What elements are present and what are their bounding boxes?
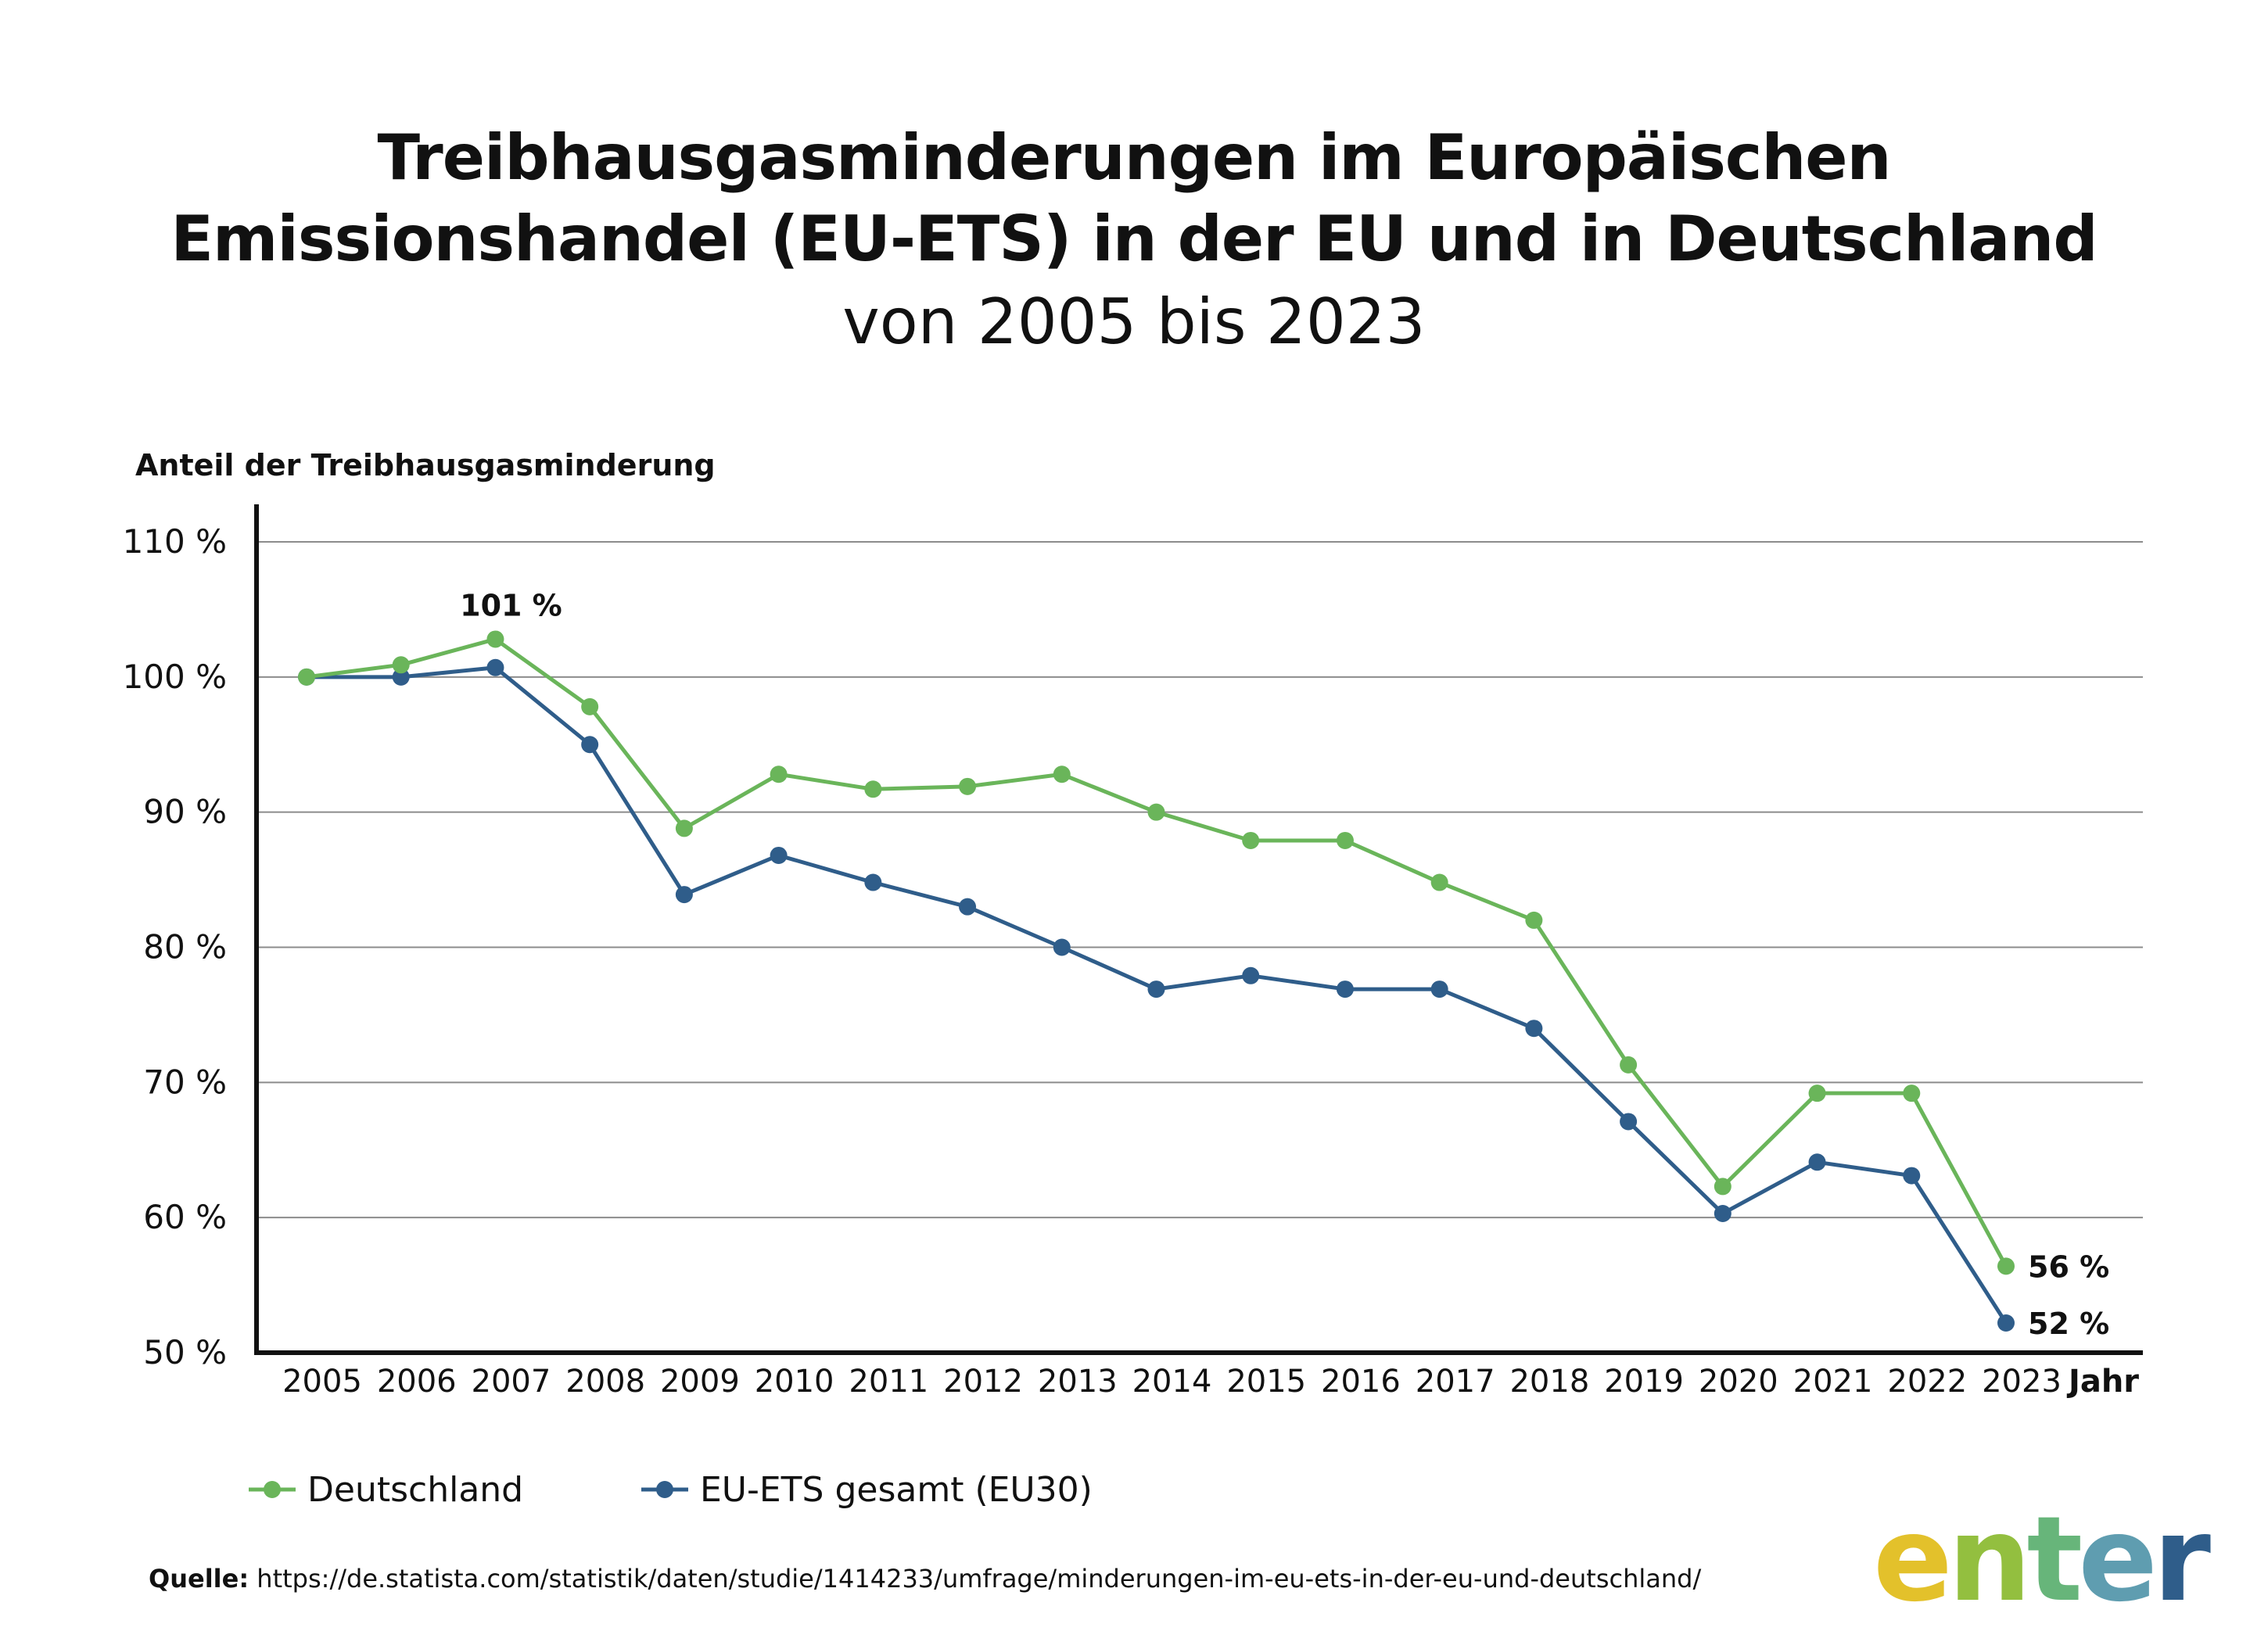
data-point-deutschland-2015 <box>1242 831 1260 849</box>
data-point-deutschland-2013 <box>1053 765 1071 783</box>
gridlines <box>257 541 2143 1219</box>
data-point-eu-ets-2017 <box>1430 981 1448 998</box>
legend-label-eu-ets: EU-ETS gesamt (EU30) <box>700 1470 1093 1510</box>
series <box>298 630 2015 1332</box>
data-point-eu-ets-2020 <box>1714 1204 1732 1222</box>
data-point-deutschland-2023 <box>1997 1257 2015 1275</box>
data-point-eu-ets-2022 <box>1903 1167 1921 1185</box>
data-point-deutschland-2018 <box>1525 911 1543 929</box>
data-point-deutschland-2021 <box>1808 1085 1826 1102</box>
legend-label-deutschland: Deutschland <box>307 1470 523 1510</box>
data-point-eu-ets-2012 <box>959 898 977 916</box>
legend: Deutschland EU-ETS gesamt (EU30) <box>249 1470 1093 1510</box>
x-tick-label-2021: 2021 <box>1793 1364 1873 1400</box>
logo-letter-r: r <box>2152 1492 2211 1628</box>
source-label: Quelle: <box>149 1564 249 1594</box>
data-point-eu-ets-2008 <box>581 736 599 754</box>
x-tick-label-2018: 2018 <box>1509 1364 1589 1400</box>
x-tick-label-2016: 2016 <box>1321 1364 1401 1400</box>
x-tick-label-2005: 2005 <box>282 1364 362 1400</box>
data-point-eu-ets-2010 <box>770 846 788 864</box>
chart-subtitle: von 2005 bis 2023 <box>842 285 1426 358</box>
x-tick-label-2013: 2013 <box>1038 1364 1118 1400</box>
enter-logo: enter <box>1873 1492 2211 1628</box>
legend-marker-eu-ets <box>656 1481 673 1498</box>
x-tick-label-2010: 2010 <box>755 1364 834 1400</box>
y-axis-title: Anteil der Treibhausgasminderung <box>135 448 716 482</box>
y-tick-label-50: 50 % <box>143 1333 227 1371</box>
data-point-deutschland-2012 <box>959 777 977 795</box>
data-point-eu-ets-2018 <box>1525 1020 1543 1038</box>
data-point-deutschland-2009 <box>675 819 693 837</box>
series-line-deutschland <box>306 636 2008 1267</box>
data-point-eu-ets-2016 <box>1336 981 1354 998</box>
x-tick-label-2020: 2020 <box>1699 1364 1778 1400</box>
data-point-eu-ets-2013 <box>1053 938 1071 956</box>
data-point-deutschland-2014 <box>1147 803 1165 821</box>
data-point-deutschland-2022 <box>1903 1085 1921 1102</box>
x-tick-label-2012: 2012 <box>943 1364 1023 1400</box>
chart-title-block: Treibhausgasminderungen im Europäischen … <box>0 117 2268 364</box>
x-tick-label-2007: 2007 <box>472 1364 551 1400</box>
x-tick-label-2019: 2019 <box>1604 1364 1684 1400</box>
data-point-eu-ets-2014 <box>1147 981 1165 998</box>
x-axis-title: Jahr <box>2066 1364 2139 1400</box>
y-tick-label-60: 60 % <box>143 1198 227 1236</box>
data-point-deutschland-2008 <box>581 697 599 715</box>
x-tick-label-2015: 2015 <box>1226 1364 1306 1400</box>
data-point-eu-ets-2015 <box>1242 966 1260 984</box>
data-point-deutschland-2020 <box>1714 1178 1732 1196</box>
data-point-eu-ets-2023 <box>1997 1314 2015 1332</box>
series-deutschland <box>298 630 2015 1275</box>
x-tick-label-2009: 2009 <box>660 1364 740 1400</box>
y-tick-label-90: 90 % <box>143 793 227 831</box>
data-label-0: 101 % <box>460 588 562 622</box>
logo-letter-e2: e <box>2078 1492 2158 1628</box>
axes: Anteil der Treibhausgasminderung Jahr 50… <box>123 448 2143 1400</box>
data-label-1: 56 % <box>2028 1249 2109 1284</box>
data-point-deutschland-2006 <box>392 656 410 674</box>
y-tick-label-70: 70 % <box>143 1063 227 1101</box>
data-label-2: 52 % <box>2028 1307 2109 1341</box>
chart-title-line-1: Treibhausgasminderungen im Europäischen <box>377 121 1891 194</box>
series-eu-ets <box>298 658 2015 1332</box>
logo-letter-t: t <box>2026 1492 2083 1628</box>
x-tick-label-2014: 2014 <box>1132 1364 1212 1400</box>
x-tick-label-2017: 2017 <box>1416 1364 1495 1400</box>
chart-title-line-2: Emissionshandel (EU-ETS) in der EU und i… <box>170 203 2098 275</box>
x-tick-label-2006: 2006 <box>377 1364 457 1400</box>
annotations: 101 % 56 % 52 % <box>460 588 2109 1341</box>
y-tick-label-100: 100 % <box>123 658 227 696</box>
y-tick-label-110: 110 % <box>123 522 227 561</box>
data-point-deutschland-2017 <box>1430 873 1448 891</box>
x-tick-label-2022: 2022 <box>1887 1364 1967 1400</box>
x-tick-label-2023: 2023 <box>1982 1364 2062 1400</box>
data-point-deutschland-2007 <box>486 630 504 648</box>
data-point-deutschland-2005 <box>298 668 315 686</box>
data-point-eu-ets-2007 <box>486 658 504 676</box>
x-tick-label-2011: 2011 <box>849 1364 928 1400</box>
data-point-eu-ets-2011 <box>864 873 882 891</box>
legend-item-deutschland: Deutschland <box>249 1470 523 1510</box>
data-point-deutschland-2016 <box>1336 831 1354 849</box>
logo-letter-e1: e <box>1873 1492 1953 1628</box>
data-point-eu-ets-2019 <box>1620 1113 1638 1131</box>
data-point-eu-ets-2021 <box>1808 1153 1826 1171</box>
source-link[interactable]: https://de.statista.com/statistik/daten/… <box>257 1564 1702 1594</box>
legend-marker-deutschland <box>264 1481 281 1498</box>
data-point-eu-ets-2006 <box>392 668 410 686</box>
legend-item-eu-ets: EU-ETS gesamt (EU30) <box>641 1470 1093 1510</box>
y-tick-label-80: 80 % <box>143 928 227 966</box>
data-point-deutschland-2010 <box>770 765 788 783</box>
source-note: Quelle: https://de.statista.com/statisti… <box>149 1564 1701 1594</box>
logo-letter-n: n <box>1947 1492 2032 1628</box>
data-point-deutschland-2011 <box>864 780 882 798</box>
x-tick-label-2008: 2008 <box>565 1364 645 1400</box>
data-point-eu-ets-2009 <box>675 886 693 904</box>
data-point-deutschland-2019 <box>1620 1056 1638 1074</box>
